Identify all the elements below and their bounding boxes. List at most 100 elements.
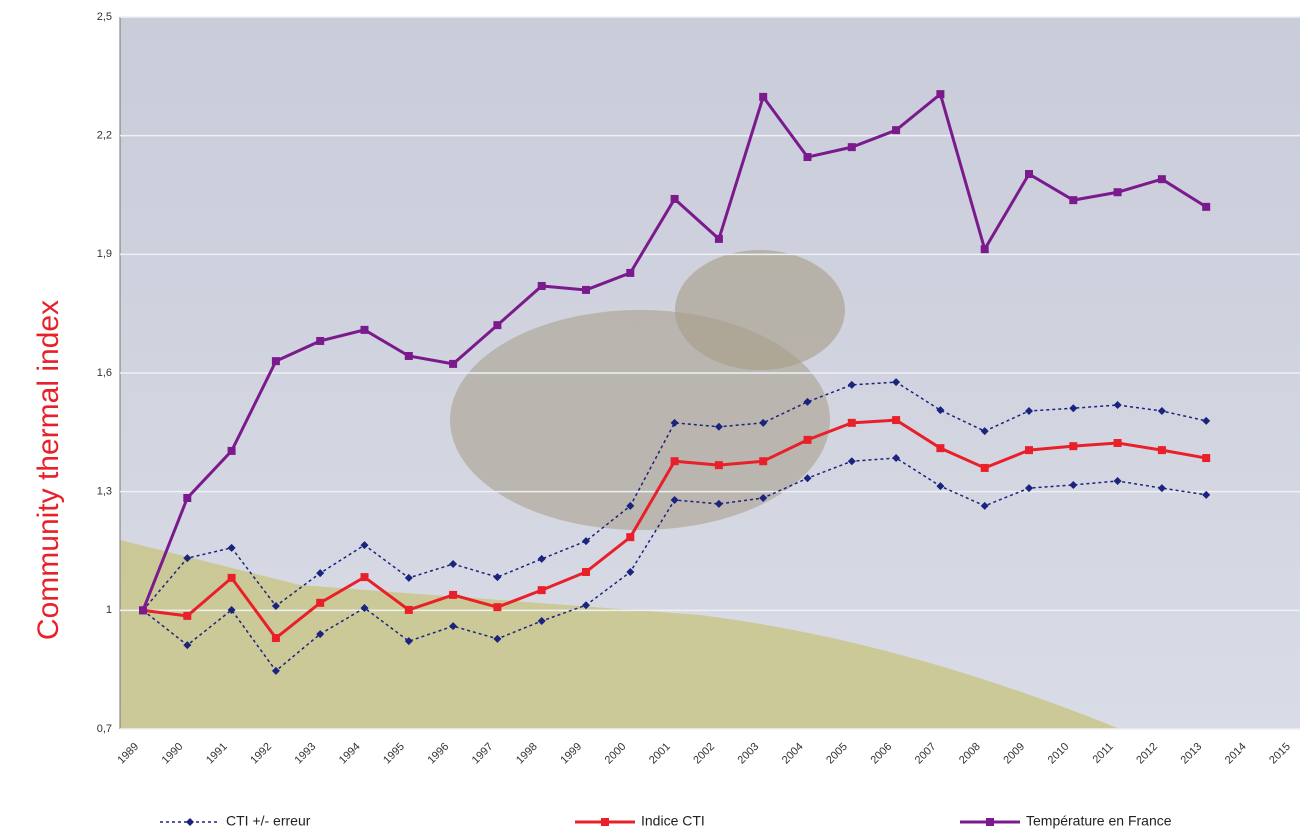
marker [1113,401,1122,410]
marker [404,605,413,614]
marker [626,268,635,277]
marker [847,418,856,427]
marker [227,543,236,552]
marker [139,606,147,615]
marker [1113,439,1122,448]
marker [1069,196,1078,205]
x-tick-label: 2009 [1001,741,1027,767]
marker [980,245,989,254]
marker [759,92,768,101]
marker [227,573,236,582]
marker [626,533,635,542]
marker [980,501,989,510]
marker [1157,484,1166,493]
legend-label: Température en France [1026,813,1172,829]
y-tick-label: 2,2 [97,130,112,142]
marker [1069,480,1078,489]
marker [316,630,325,639]
x-tick-label: 1997 [470,741,496,767]
x-tick-label: 2008 [957,741,983,767]
marker [227,605,236,614]
marker [670,495,679,504]
marker [449,622,458,631]
marker [1202,490,1211,499]
marker [759,418,768,427]
y-tick-label: 1,3 [97,486,112,498]
marker [714,422,723,431]
marker [803,435,812,444]
x-tick-label: 1998 [514,741,540,767]
x-tick-label: 2004 [780,741,806,767]
marker [1157,446,1166,455]
marker [537,554,546,563]
x-tick-label: 2003 [736,741,762,767]
legend-label: CTI +/- erreur [226,813,311,829]
marker [404,637,413,646]
bird-decoration [675,250,845,370]
marker [670,418,679,427]
y-axis-label: Community thermal index [32,300,65,640]
marker [537,586,546,595]
marker [892,126,901,135]
x-tick-label: 1989 [115,741,141,767]
x-tick-label: 2012 [1134,741,1160,767]
marker [271,634,280,643]
x-tick-label: 2007 [913,741,939,767]
marker [183,554,192,563]
marker [360,541,369,550]
x-tick-label: 2015 [1267,741,1293,767]
x-tick-label: 1994 [337,741,363,767]
legend-marker [186,818,194,826]
marker [537,281,546,290]
moss-decoration [120,540,1120,729]
marker [980,463,989,472]
marker [360,325,369,334]
marker [537,617,546,626]
marker [493,321,502,330]
x-tick-label: 1999 [558,741,584,767]
marker [271,666,280,675]
marker [936,444,945,453]
marker [892,416,901,425]
marker [714,234,723,243]
marker [493,573,502,582]
marker [847,380,856,389]
marker [1157,175,1166,184]
marker [626,501,635,510]
marker [847,457,856,466]
marker [449,359,458,368]
marker [316,569,325,578]
marker [803,397,812,406]
marker [1157,406,1166,415]
legend-marker [986,818,994,826]
marker [1202,416,1211,425]
y-tick-label: 0,7 [97,723,112,735]
marker [803,153,812,162]
x-tick-label: 1993 [293,741,319,767]
marker [759,457,768,466]
y-tick-label: 1 [106,604,112,616]
x-tick-label: 1990 [160,741,186,767]
marker [936,406,945,415]
marker [271,601,280,610]
marker [582,285,590,294]
marker [759,493,768,502]
x-tick-label: 2010 [1046,741,1072,767]
marker [493,603,502,612]
x-tick-label: 2001 [647,741,673,767]
marker [1113,188,1122,197]
y-tick-label: 1,9 [97,248,112,260]
legend-label: Indice CTI [641,813,705,829]
marker [404,573,413,582]
marker [449,590,458,599]
marker [936,482,945,491]
marker [360,573,369,582]
marker [626,567,635,576]
marker [183,641,192,650]
marker [183,493,192,502]
x-tick-label: 2013 [1179,741,1205,767]
x-tick-label: 2006 [868,741,894,767]
marker [1202,454,1211,463]
x-tick-label: 2014 [1223,741,1249,767]
